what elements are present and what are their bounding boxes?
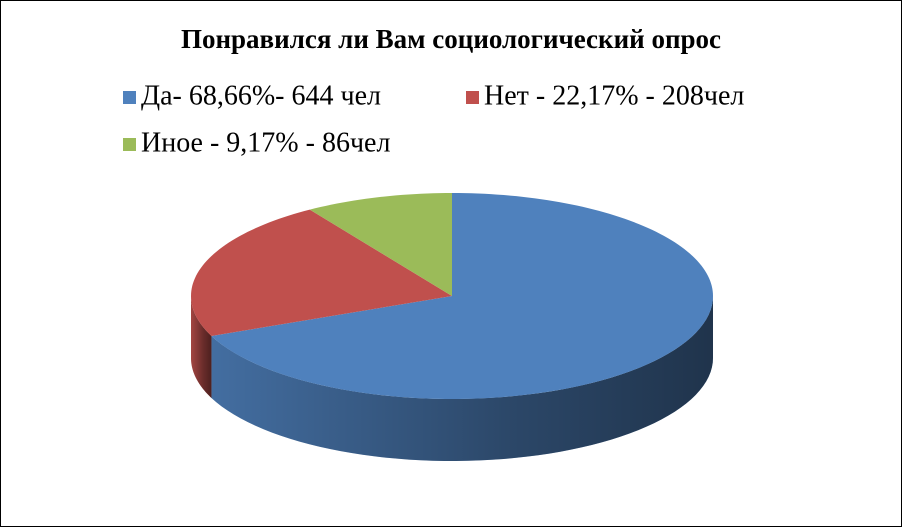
pie (191, 193, 714, 461)
legend-label: Иное - 9,17% - 86чел (141, 127, 390, 158)
legend-label: Да- 68,66%- 644 чел (141, 80, 381, 111)
slice-side-shade (191, 296, 212, 398)
pie-slice (191, 209, 453, 336)
legend-swatch (123, 91, 136, 104)
legend-swatch (466, 91, 479, 104)
chart-title: Понравился ли Вам социологический опрос (181, 24, 721, 54)
legend-swatch (123, 138, 136, 151)
pie-slice (309, 193, 452, 296)
pie-slice (211, 193, 714, 399)
legend-label: Нет - 22,17% - 208чел (484, 80, 744, 111)
slice-side-shade (211, 296, 714, 461)
